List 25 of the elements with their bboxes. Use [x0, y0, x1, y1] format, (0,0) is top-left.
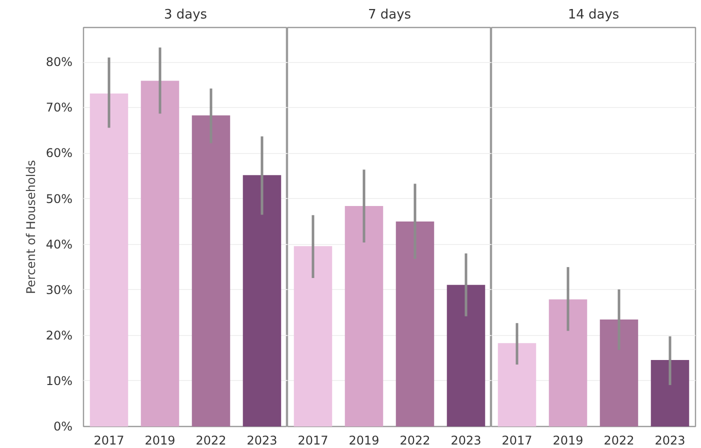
- x-tick-label: 2022: [196, 434, 226, 448]
- chart-title: 7 days: [368, 8, 412, 22]
- chart-title: 14 days: [568, 8, 620, 22]
- y-tick-label: 80%: [46, 55, 72, 70]
- x-tick-label: 2022: [604, 434, 634, 448]
- y-tick-label: 20%: [46, 328, 72, 342]
- y-tick-label: 50%: [46, 192, 72, 206]
- x-tick-label: 2023: [246, 434, 278, 448]
- x-tick-label: 2019: [552, 434, 584, 448]
- x-tick-label: 2023: [450, 434, 482, 448]
- x-tick-label: 2023: [654, 434, 686, 448]
- chart-title: 3 days: [164, 8, 208, 22]
- x-tick-label: 2017: [298, 434, 328, 448]
- y-tick-label: 0%: [53, 420, 73, 434]
- y-tick-label: 30%: [46, 282, 72, 297]
- x-tick-label: 2017: [94, 434, 124, 448]
- x-tick-label: 2022: [400, 434, 430, 448]
- x-tick-label: 2019: [348, 434, 380, 448]
- x-tick-label: 2019: [144, 434, 176, 448]
- y-tick-label: 60%: [46, 146, 72, 160]
- y-tick-label: 40%: [46, 237, 72, 252]
- y-axis-title: Percent of Households: [24, 160, 38, 294]
- y-tick-label: 10%: [46, 374, 72, 388]
- y-tick-label: 70%: [46, 100, 72, 115]
- x-tick-label: 2017: [502, 434, 532, 448]
